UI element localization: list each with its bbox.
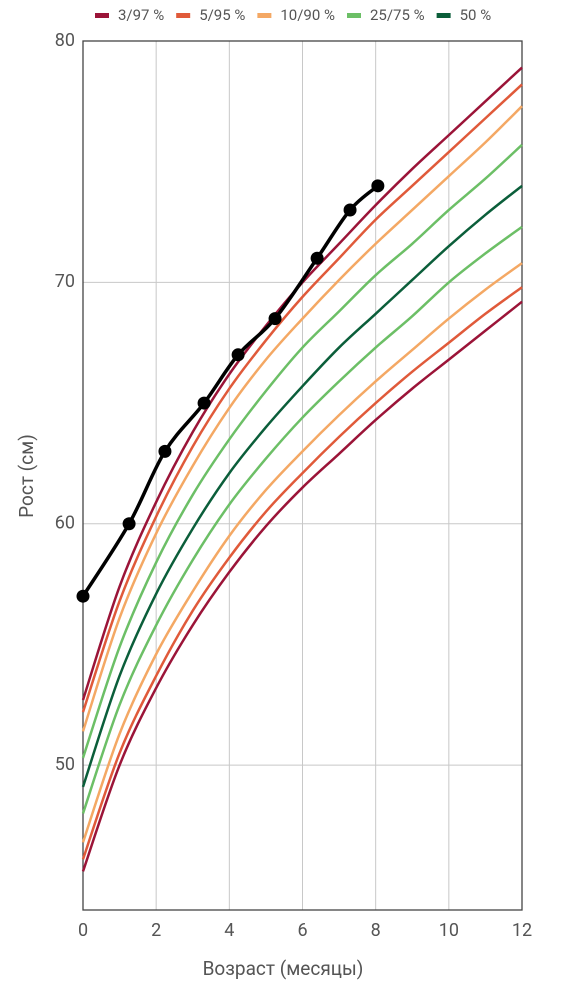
measurement-point [310,251,324,265]
measurement-point [76,589,90,603]
percentile-curve [81,286,523,860]
legend-swatch [347,13,361,18]
legend-swatch [436,13,451,18]
percentile-curve [81,105,523,732]
percentile-curve [81,225,523,814]
x-tick-label: 2 [151,920,161,941]
measurement-point [371,179,385,193]
percentile-curve [81,143,523,759]
legend-swatch [257,13,272,18]
y-tick-label: 50 [55,754,75,775]
legend-label: 3/97 % [118,6,164,24]
legend-swatch [95,13,109,18]
legend-label: 25/75 % [370,6,425,24]
percentile-curve [81,184,523,788]
y-tick-label: 60 [55,513,75,534]
x-tick-label: 12 [512,920,532,941]
x-tick-label: 6 [297,920,307,941]
plot-frame [82,40,523,911]
measurement-point [158,444,172,458]
measurement-point [122,517,136,531]
x-tick-label: 8 [371,920,381,941]
y-axis-label: Рост (см) [15,434,38,518]
x-tick-label: 10 [439,920,459,941]
percentile-curve [81,262,523,843]
measurement-point [197,396,211,410]
legend-swatch [176,13,191,18]
legend-label: 50 % [460,6,492,24]
y-tick-label: 80 [55,30,75,51]
x-axis-label: Возраст (месяцы) [203,957,364,980]
legend-label: 5/95 % [199,6,245,24]
measurement-point [268,312,282,326]
percentile-curve [81,300,523,872]
x-tick-label: 4 [224,920,234,941]
measurement-point [231,348,245,362]
x-tick-label: 0 [78,920,88,941]
y-tick-label: 70 [55,271,75,292]
percentile-curve [81,83,523,713]
measurement-point [343,203,357,217]
legend-label: 10/90 % [280,6,335,24]
